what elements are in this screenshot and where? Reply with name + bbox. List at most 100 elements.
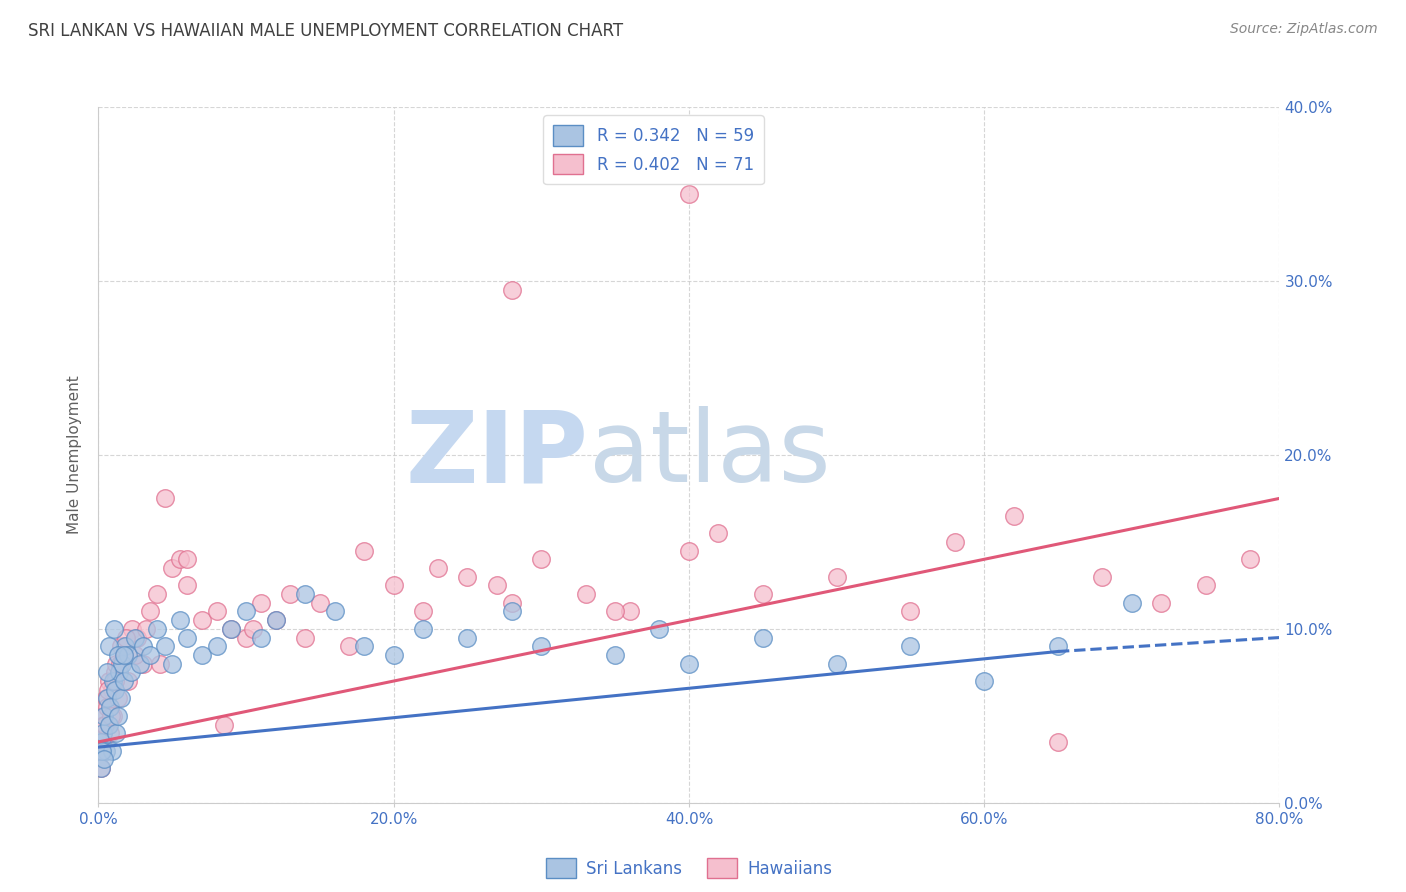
Point (412, 605, 434, 619)
Point (205, 639, 228, 653)
Point (107, 708, 129, 723)
Point (943, 534, 966, 549)
Point (1091, 570, 1114, 584)
Point (278, 587, 302, 601)
Point (96, 691, 118, 706)
Point (900, 639, 922, 653)
Point (1239, 552, 1261, 566)
Point (619, 605, 641, 619)
Point (1121, 596, 1143, 610)
Point (117, 648, 139, 662)
Point (382, 578, 405, 592)
Point (90, 761, 112, 775)
Point (501, 605, 523, 619)
Point (100, 708, 122, 723)
Point (90, 744, 112, 758)
Point (176, 578, 198, 592)
Point (97, 674, 120, 689)
Point (132, 657, 155, 671)
Point (124, 648, 146, 662)
Point (221, 622, 243, 636)
Point (486, 578, 509, 592)
Point (309, 596, 332, 610)
Point (97, 682, 120, 697)
Point (264, 613, 287, 627)
Point (605, 648, 627, 662)
Point (250, 631, 273, 645)
Point (112, 674, 135, 689)
Point (105, 657, 128, 671)
Text: atlas: atlas (589, 407, 830, 503)
Point (153, 491, 176, 506)
Point (117, 674, 139, 689)
Point (501, 283, 523, 297)
Point (191, 648, 214, 662)
Point (103, 674, 125, 689)
Point (104, 682, 127, 697)
Point (427, 561, 450, 575)
Point (100, 682, 122, 697)
Point (1046, 639, 1069, 653)
Point (94, 744, 117, 758)
Point (678, 543, 700, 558)
Point (96, 665, 118, 680)
Point (707, 526, 730, 541)
Point (353, 639, 375, 653)
Point (176, 631, 198, 645)
Point (121, 622, 143, 636)
Point (135, 622, 157, 636)
Point (221, 622, 243, 636)
Point (456, 570, 478, 584)
Point (103, 708, 125, 723)
Point (176, 552, 198, 566)
Point (456, 631, 478, 645)
Point (91, 708, 114, 723)
Point (94, 717, 117, 731)
Point (100, 744, 122, 758)
Y-axis label: Male Unemployment: Male Unemployment (67, 376, 83, 534)
Point (235, 605, 257, 619)
Point (678, 657, 700, 671)
Point (132, 639, 155, 653)
Point (104, 665, 127, 680)
Legend: Sri Lankans, Hawaiians: Sri Lankans, Hawaiians (540, 851, 838, 885)
Point (139, 648, 162, 662)
Point (146, 587, 169, 601)
Point (294, 631, 316, 645)
Point (1195, 578, 1218, 592)
Text: Source: ZipAtlas.com: Source: ZipAtlas.com (1230, 22, 1378, 37)
Point (112, 648, 135, 662)
Point (1002, 508, 1025, 523)
Text: ZIP: ZIP (406, 407, 589, 503)
Point (93, 708, 115, 723)
Point (104, 674, 127, 689)
Point (103, 622, 125, 636)
Point (146, 622, 169, 636)
Point (235, 631, 257, 645)
Point (110, 639, 132, 653)
Point (264, 613, 287, 627)
Point (501, 596, 523, 610)
Point (149, 657, 172, 671)
Point (678, 186, 700, 201)
Point (825, 570, 848, 584)
Text: SRI LANKAN VS HAWAIIAN MALE UNEMPLOYMENT CORRELATION CHART: SRI LANKAN VS HAWAIIAN MALE UNEMPLOYMENT… (28, 22, 623, 40)
Point (323, 605, 346, 619)
Point (98, 726, 121, 740)
Point (105, 726, 128, 740)
Point (212, 717, 235, 731)
Point (91, 744, 114, 758)
Point (93, 717, 115, 731)
Point (128, 657, 150, 671)
Point (107, 691, 129, 706)
Point (530, 552, 553, 566)
Point (110, 691, 132, 706)
Point (294, 587, 316, 601)
Point (124, 631, 146, 645)
Point (751, 631, 773, 645)
Point (94, 691, 117, 706)
Point (648, 622, 671, 636)
Point (114, 631, 136, 645)
Point (205, 605, 228, 619)
Point (605, 605, 627, 619)
